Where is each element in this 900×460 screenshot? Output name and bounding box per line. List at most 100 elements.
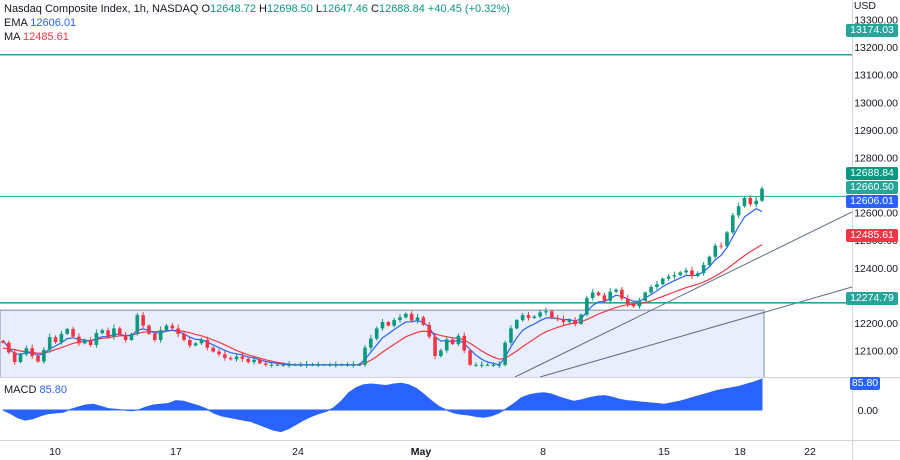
candle-body [754,200,758,205]
candle-body [135,315,140,334]
candle-body [631,304,636,307]
candle-body [36,355,40,362]
candle-body [695,273,700,276]
candle-body [678,272,683,276]
candle-body [672,275,677,277]
candle-body [59,333,64,343]
ma-value: 12485.61 [22,31,69,43]
candle-body [736,206,741,216]
candle-body [164,325,169,331]
y-tick-label: 12100.00 [854,346,898,358]
candle-body [421,317,426,325]
low-value: 12647.46 [322,3,368,15]
candle-body [117,328,122,336]
candle-body [386,322,391,326]
candle-body [129,333,134,340]
macd-value: 85.80 [39,384,67,396]
candle-body [100,330,105,334]
candle-body [112,328,116,337]
candle-body [719,245,723,247]
y-tick-label: 13000.00 [854,97,898,109]
price-label-level: 12274.79 [846,292,898,305]
candle-body [380,322,385,329]
candle-body [158,330,163,340]
candle-body [462,335,467,351]
candle-body [614,289,618,292]
ema-label: EMA [4,17,28,29]
x-tick-label: 10 [49,446,61,458]
trendline-1 [514,211,852,377]
candle-body [205,339,210,348]
candle-body [228,357,233,360]
candle-body [625,298,630,305]
candle-body [398,317,402,321]
candle-body [310,364,315,366]
macd-area [2,378,763,433]
candle-body [567,320,572,323]
candle-body [544,311,548,313]
candle-body [731,215,735,233]
candle-body [30,348,34,356]
candle-body [269,364,274,366]
candle-body [263,363,268,365]
x-tick-label: 22 [804,446,816,458]
price-label-ma: 12485.61 [846,229,898,242]
y-tick-label: 13300.00 [854,15,898,27]
ma-legend[interactable]: MA 12485.61 [4,30,69,44]
candle-body [240,356,245,359]
candle-body [690,270,694,276]
candle-body [666,276,671,279]
candle-body [298,364,303,366]
x-tick-label: 24 [292,446,304,458]
candle-body [123,335,128,340]
candle-body [53,337,58,343]
candle-body [555,317,560,320]
macd-legend[interactable]: MACD 85.80 [4,383,67,397]
candle-body [188,339,192,346]
candle-body [579,314,583,324]
macd-zero-label: 0.00 [858,405,879,417]
candle-body [573,320,577,324]
y-tick-label: 13100.00 [854,70,898,82]
candle-body [275,364,280,366]
y-tick-label: 12800.00 [854,152,898,164]
candle-body [590,292,595,299]
ema-line [2,208,763,366]
candle-body [392,320,396,326]
candle-body [760,188,764,201]
y-tick-label: 12600.00 [854,208,898,220]
currency-label: USD [853,0,876,12]
candle-body [293,364,297,366]
candle-body [503,342,507,365]
candle-body [649,287,653,293]
candle-body [351,364,356,366]
candle-body [509,328,513,343]
candle-body [550,311,554,318]
candle-body [71,328,75,337]
low-label: L [315,3,323,15]
candle-body [620,289,624,299]
candle-body [520,315,525,321]
candle-body [193,343,198,346]
candle-body [82,339,87,344]
x-tick-label: 18 [734,446,746,458]
candle-body [643,292,648,301]
ema-value: 12606.01 [30,17,77,29]
candle-body [748,197,753,205]
symbol-title[interactable]: Nasdaq Composite Index, 1h, NASDAQ [4,3,199,15]
x-tick-label: 17 [170,446,182,458]
candle-body [637,300,642,307]
candle-body [147,325,151,334]
candle-body [182,333,186,340]
ema-legend[interactable]: EMA 12606.01 [4,16,76,30]
candle-body [538,312,542,317]
price-label-level: 12660.50 [846,181,898,194]
candle-body [141,315,145,326]
candle-body [514,320,519,329]
candle-body [88,339,93,345]
ema-path [2,208,763,366]
y-tick-label: 12900.00 [854,125,898,137]
candle-body [608,291,612,301]
candle-body [94,333,99,345]
